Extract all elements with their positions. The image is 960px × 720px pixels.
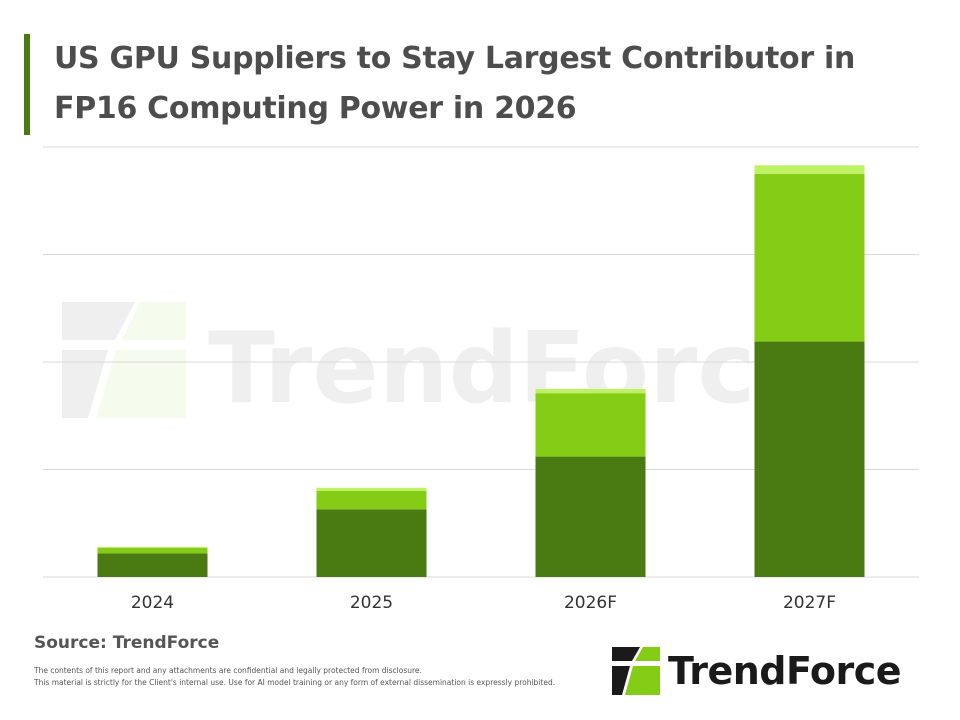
disclaimer-line-1: The contents of this report and any atta… [34, 666, 422, 675]
bar-segment-2026f-s1 [535, 456, 646, 577]
bar-segment-2026f-s2 [535, 393, 646, 457]
source-note: Source: TrendForce [34, 633, 220, 653]
bar-segment-2027f-s2 [754, 173, 865, 342]
watermark-logo-icon [62, 302, 186, 418]
trendforce-logo: TrendForce [612, 646, 902, 696]
logo-text: TrendForce [668, 649, 902, 693]
bar-segment-2027f-s3 [754, 165, 865, 174]
bar-segment-2024-s1 [97, 553, 208, 577]
bar-segment-2024-s2 [97, 547, 208, 554]
bar-segment-2024-s3 [97, 546, 208, 548]
watermark-text: TrendForce [208, 312, 822, 426]
chart-title: US GPU Suppliers to Stay Largest Contrib… [54, 41, 855, 126]
x-tick-label: 2027F [783, 593, 836, 613]
bar-segment-2025-s1 [316, 509, 427, 577]
disclaimer: The contents of this report and any atta… [34, 665, 614, 689]
x-tick-label: 2024 [131, 593, 174, 613]
x-tick-label: 2026F [564, 593, 617, 613]
bar-segment-2025-s2 [316, 491, 427, 510]
trendforce-logo-icon [612, 647, 660, 695]
bar-segment-2026f-s3 [535, 388, 646, 394]
title-accent-bar [24, 34, 30, 135]
chart-bars [97, 165, 865, 577]
bar-segment-2027f-s1 [754, 341, 865, 577]
bar-segment-2025-s3 [316, 487, 427, 491]
x-tick-label: 2025 [350, 593, 393, 613]
disclaimer-line-2: This material is strictly for the Client… [34, 678, 556, 687]
trendforce-watermark: TrendForce [62, 302, 822, 426]
x-axis-labels: 2024 2025 2026F 2027F [131, 593, 836, 613]
